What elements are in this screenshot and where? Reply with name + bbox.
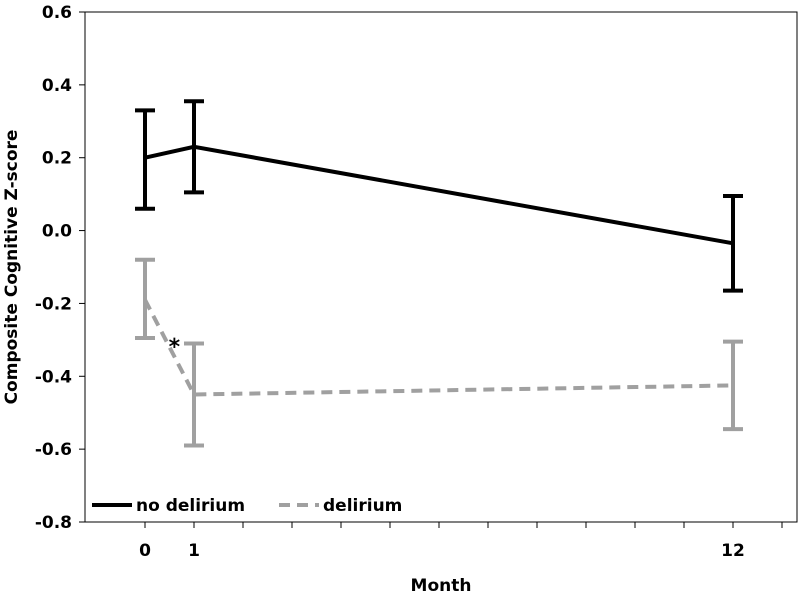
y-tick-label: -0.8 — [35, 513, 72, 533]
y-axis-title: Composite Cognitive Z-score — [2, 130, 22, 405]
x-tick-label: 1 — [188, 541, 200, 561]
y-tick-label: 0.4 — [42, 76, 72, 96]
x-axis-title: Month — [411, 576, 472, 596]
y-tick-label: -0.6 — [35, 440, 72, 460]
y-axis: -0.8 -0.6 -0.4 -0.2 0.0 0.2 0.4 0.6 — [35, 3, 85, 533]
y-tick-label: -0.2 — [35, 294, 72, 314]
x-tick-label: 12 — [721, 541, 745, 561]
significance-marker: * — [169, 335, 181, 360]
legend-label: no delirium — [136, 496, 245, 516]
annotation-layer: * — [169, 335, 181, 360]
x-axis: 0 1 12 — [139, 522, 783, 561]
y-tick-label: 0.2 — [42, 149, 72, 169]
y-tick-label: 0.0 — [42, 222, 72, 242]
legend: no delirium delirium — [92, 496, 402, 516]
series-line — [144, 144, 734, 246]
x-tick-label: 0 — [139, 541, 151, 561]
y-tick-label: -0.4 — [35, 367, 72, 387]
legend-label: delirium — [323, 496, 402, 516]
series-2 — [135, 257, 743, 448]
plot-frame — [84, 11, 798, 523]
series-layer — [135, 99, 743, 448]
series-1 — [135, 99, 743, 293]
y-tick-label: 0.6 — [42, 3, 72, 23]
series-line — [143, 298, 734, 397]
